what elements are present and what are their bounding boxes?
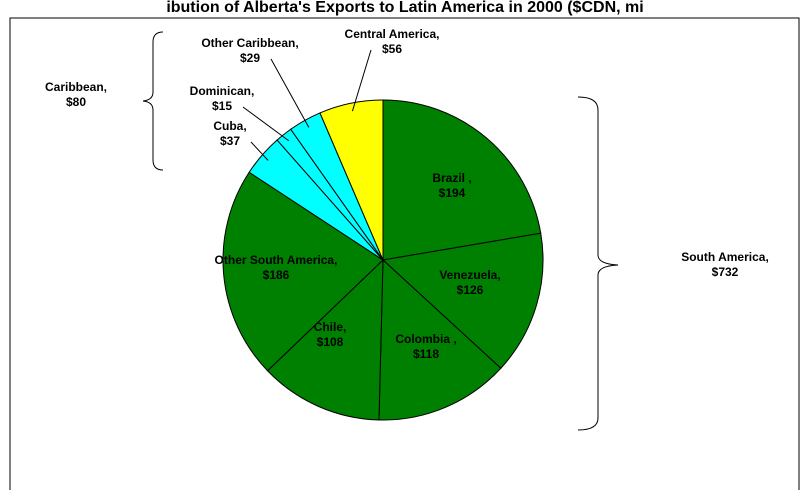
- slice-label: Chile,: [314, 320, 347, 334]
- slice-value-label: $118: [413, 347, 439, 361]
- pie-slice: [319, 99, 384, 261]
- slice-value-label: $126: [457, 283, 484, 297]
- pie-slice: [266, 258, 384, 421]
- slice-label: Dominican,: [190, 84, 255, 98]
- south-america-bracket: [577, 96, 619, 431]
- slice-value-label: $194: [439, 186, 466, 200]
- leader-line: [242, 106, 290, 142]
- slice-label: Cuba,: [213, 119, 246, 133]
- slice-value-label: $56: [382, 42, 402, 56]
- pie-slice: [378, 258, 502, 421]
- slice-label: Other South America,: [215, 253, 338, 267]
- pie-slice: [381, 232, 544, 369]
- leader-line: [250, 141, 269, 161]
- slice-label: Other Caribbean,: [201, 36, 298, 50]
- slice-label: Venezuela,: [439, 268, 500, 282]
- slice-value-label: $108: [317, 335, 344, 349]
- slice-label: Brazil ,: [432, 171, 471, 185]
- leader-line: [270, 58, 310, 128]
- group-value-label: $80: [66, 95, 86, 109]
- slice-value-label: $37: [220, 134, 240, 148]
- group-label: South America,: [681, 250, 769, 264]
- group-value-label: $732: [712, 265, 739, 279]
- group-label: Caribbean,: [45, 80, 107, 94]
- slice-label: Colombia ,: [395, 332, 456, 346]
- slice-value-label: $15: [212, 99, 232, 113]
- pie-slice: [382, 99, 542, 261]
- slice-value-label: $29: [240, 51, 260, 65]
- chart-title: ibution of Alberta's Exports to Latin Am…: [166, 0, 643, 16]
- pie-slice: [222, 171, 384, 372]
- leader-line: [351, 49, 372, 112]
- slice-label: Central America,: [345, 27, 440, 41]
- slice-value-label: $186: [263, 268, 290, 282]
- caribbean-bracket: [142, 31, 164, 171]
